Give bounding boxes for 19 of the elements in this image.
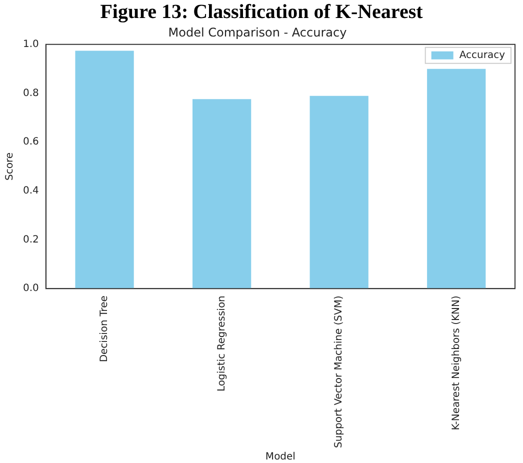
y-tick-label: 1.0 — [22, 38, 39, 50]
x-tick-label: Decision Tree — [99, 296, 110, 362]
chart-title: Model Comparison - Accuracy — [168, 25, 347, 40]
y-tick-label: 0.2 — [22, 234, 39, 246]
y-axis-title: Score — [4, 152, 16, 180]
x-axis-title: Model — [265, 452, 296, 463]
y-tick-label: 0.6 — [22, 136, 39, 148]
x-tick-label: Logistic Regression — [216, 296, 228, 392]
bar — [427, 68, 486, 289]
y-tick-label: 0.0 — [22, 283, 39, 294]
y-tick-label: 0.8 — [22, 88, 39, 99]
bar — [75, 50, 134, 289]
x-tick-label: Support Vector Machine (SVM) — [334, 296, 345, 448]
bar — [192, 99, 252, 289]
bar — [310, 96, 368, 289]
y-tick-label: 0.4 — [22, 186, 39, 197]
caption: Figure 13: Classification of K-Nearest — [99, 0, 424, 24]
legend-label: Accuracy — [459, 50, 506, 61]
x-tick-label: K-Nearest Neighbors (KNN) — [450, 296, 462, 430]
